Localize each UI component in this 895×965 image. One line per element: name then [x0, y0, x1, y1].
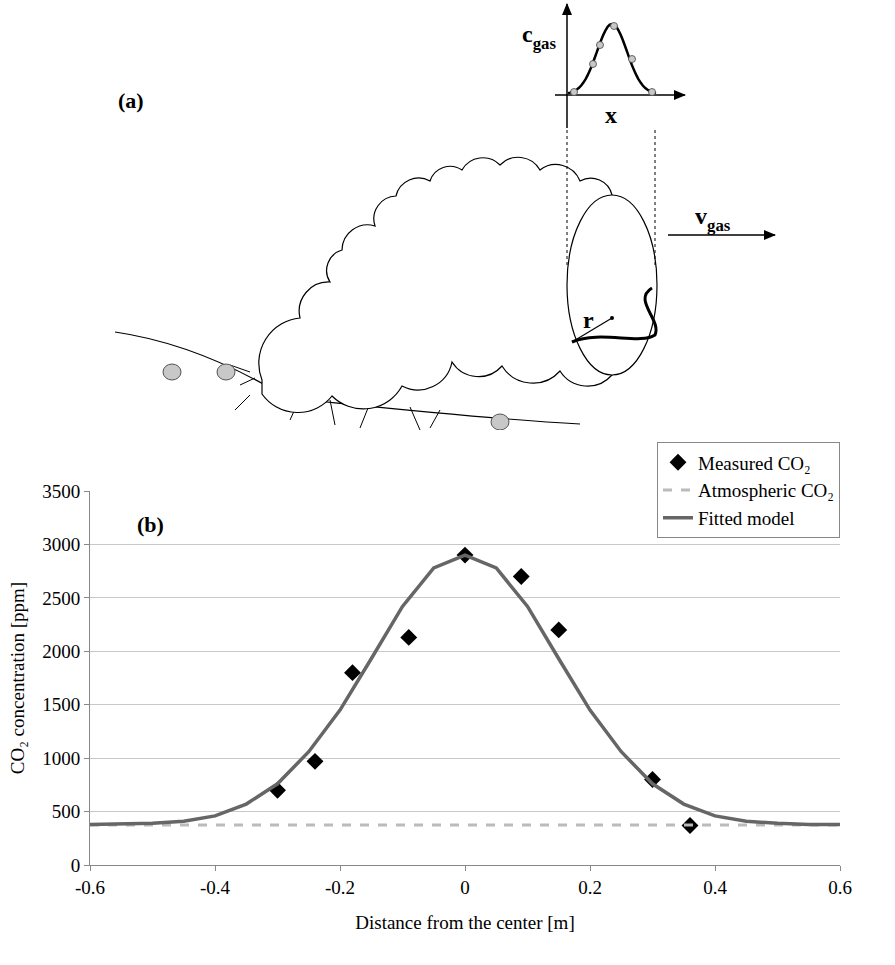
- svg-text:2000: 2000: [42, 641, 80, 662]
- svg-text:Distance from the center [m]: Distance from the center [m]: [355, 912, 574, 933]
- svg-text:(a): (a): [118, 88, 144, 113]
- svg-text:0: 0: [460, 877, 470, 898]
- svg-text:500: 500: [52, 801, 81, 822]
- svg-text:Fitted model: Fitted model: [698, 508, 795, 529]
- svg-text:Measured CO₂: Measured CO₂: [698, 453, 811, 474]
- svg-text:cgas: cgas: [522, 21, 556, 53]
- svg-text:x: x: [605, 102, 617, 128]
- svg-text:0.4: 0.4: [703, 877, 727, 898]
- svg-text:0: 0: [71, 855, 81, 876]
- svg-text:1500: 1500: [42, 694, 80, 715]
- svg-text:0.2: 0.2: [578, 877, 602, 898]
- svg-text:Atmospheric CO₂: Atmospheric CO₂: [698, 480, 834, 501]
- svg-text:2500: 2500: [42, 588, 80, 609]
- svg-text:1000: 1000: [42, 748, 80, 769]
- svg-text:3000: 3000: [42, 534, 80, 555]
- svg-text:0.6: 0.6: [828, 877, 852, 898]
- svg-text:-0.2: -0.2: [325, 877, 355, 898]
- svg-text:-0.4: -0.4: [200, 877, 231, 898]
- svg-text:CO₂ concentration [ppm]: CO₂ concentration [ppm]: [7, 582, 28, 774]
- svg-text:3500: 3500: [42, 481, 80, 502]
- svg-text:(b): (b): [137, 512, 164, 537]
- svg-text:r: r: [583, 307, 594, 333]
- svg-text:-0.6: -0.6: [75, 877, 105, 898]
- svg-text:vgas: vgas: [695, 203, 731, 235]
